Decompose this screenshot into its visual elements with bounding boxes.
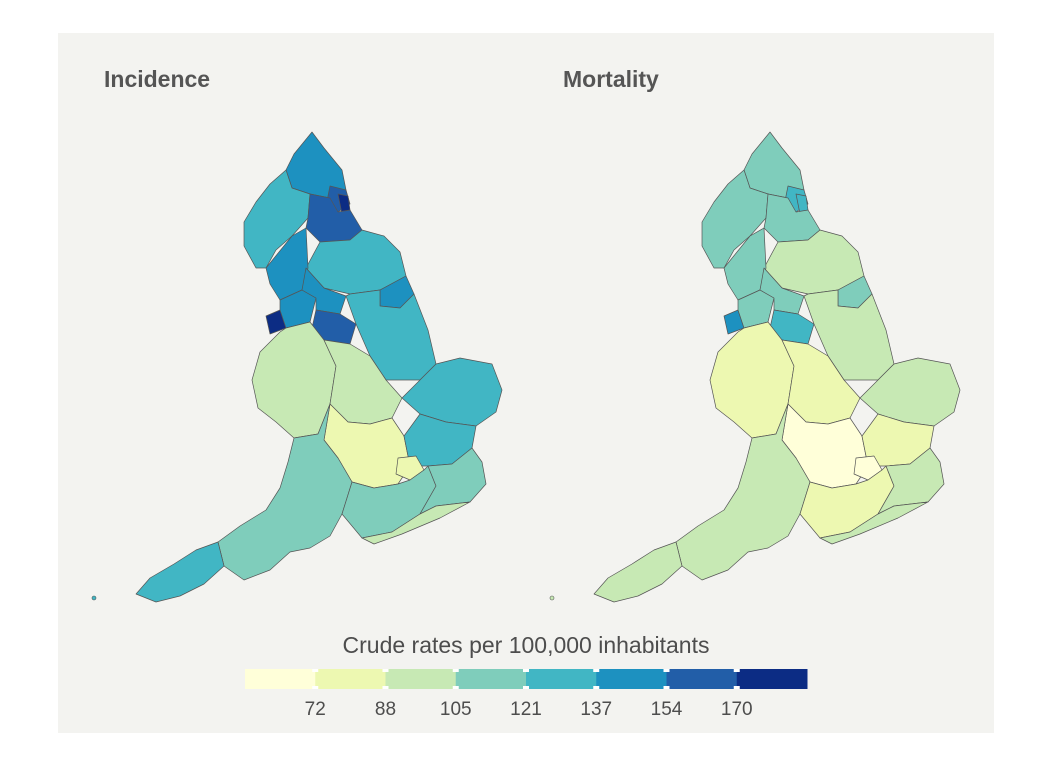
- region-kent: [419, 447, 487, 515]
- mortality-map: [549, 131, 961, 603]
- legend-tick-mark: [523, 686, 529, 689]
- legend-tick-mark: [452, 669, 459, 672]
- legend-tick-label: 137: [580, 699, 613, 720]
- legend-swatch: [596, 669, 667, 689]
- legend-tick-label: 88: [374, 699, 397, 720]
- region-cornwall: [135, 541, 225, 603]
- region-southwest: [217, 403, 353, 581]
- legend-tick-label: 121: [510, 699, 542, 720]
- region-eastanglia: [859, 357, 961, 427]
- region-scilly: [549, 595, 555, 601]
- legend-swatch: [736, 669, 808, 689]
- legend-tick-mark: [663, 669, 670, 672]
- region-scilly: [91, 595, 97, 601]
- legend-swatch: [315, 669, 386, 689]
- region-cornwall: [593, 541, 683, 603]
- legend-tick-mark: [733, 686, 740, 689]
- region-sussex: [819, 501, 929, 545]
- region-kent: [877, 447, 945, 515]
- legend-tick-mark: [523, 669, 529, 672]
- legend-tick-label: 170: [720, 699, 753, 720]
- legend-tick-mark: [663, 686, 670, 689]
- legend-tick-mark: [382, 686, 389, 689]
- legend-swatch: [245, 669, 316, 689]
- legend-swatch: [455, 669, 527, 689]
- legend-tick-mark: [312, 669, 319, 672]
- legend-tick-label: 154: [650, 699, 683, 720]
- legend-tick-label: 72: [304, 699, 326, 720]
- legend-tick-mark: [382, 669, 389, 672]
- legend-colorbar: [245, 669, 808, 689]
- region-eastanglia: [401, 357, 503, 427]
- legend-tick-mark: [452, 686, 459, 689]
- mortality-map-title: Mortality: [563, 66, 659, 92]
- legend-tick-mark: [593, 669, 600, 672]
- region-sussex: [361, 501, 471, 545]
- region-southwest: [675, 403, 811, 581]
- legend-swatch: [666, 669, 738, 689]
- legend-swatch: [526, 669, 597, 689]
- legend-tick-mark: [593, 686, 600, 689]
- incidence-map: [91, 131, 503, 603]
- legend-tick-mark: [733, 669, 740, 672]
- incidence-map-title: Incidence: [104, 66, 211, 92]
- legend-tick-mark: [312, 686, 319, 689]
- legend-title: Crude rates per 100,000 inhabitants: [342, 632, 710, 658]
- legend-swatch: [385, 669, 457, 689]
- legend-tick-label: 105: [439, 699, 472, 720]
